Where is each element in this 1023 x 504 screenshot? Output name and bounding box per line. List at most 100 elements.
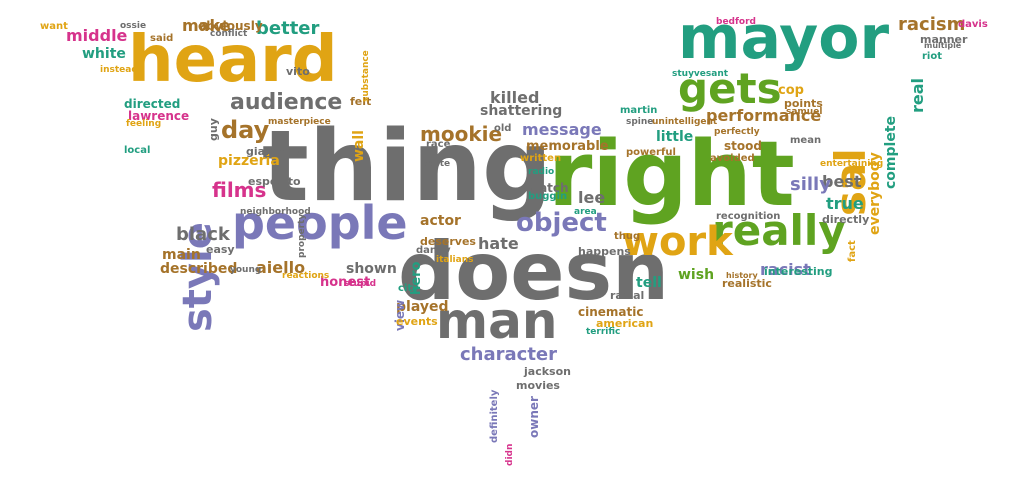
word-performance: performance bbox=[706, 106, 822, 125]
word-substance: substance bbox=[361, 50, 371, 102]
word-gets: gets bbox=[678, 64, 782, 113]
word-esposito: esposito bbox=[248, 175, 301, 188]
word-events: events bbox=[396, 315, 438, 328]
word-area: area bbox=[574, 207, 597, 217]
word-real: real bbox=[908, 77, 927, 113]
word-stood: stood bbox=[724, 139, 762, 153]
word-multiple: multiple bbox=[924, 41, 962, 50]
word-cop: cop bbox=[778, 83, 804, 98]
word-racewar: race bbox=[426, 139, 451, 150]
word-cinematic: cinematic bbox=[578, 305, 644, 319]
word-complete: complete bbox=[883, 115, 899, 189]
word-manner: manner bbox=[920, 33, 968, 46]
word-unintelligent: unintelligent bbox=[652, 117, 718, 127]
word-mayor: mayor bbox=[678, 3, 890, 73]
word-city: city bbox=[398, 283, 419, 294]
word-masterpiece: masterpiece bbox=[268, 117, 331, 127]
word-racial: racial bbox=[610, 289, 645, 302]
word-shattering: shattering bbox=[480, 103, 563, 119]
word-history: history bbox=[726, 271, 758, 280]
word-thug: thug bbox=[614, 231, 641, 242]
word-shown: shown bbox=[346, 261, 397, 277]
word-davis: davis bbox=[958, 19, 988, 30]
word-killed: killed bbox=[490, 88, 540, 107]
word-main: main bbox=[162, 247, 201, 263]
word-heard: heard bbox=[128, 23, 338, 97]
word-said: said bbox=[150, 33, 174, 44]
word-mookie: mookie bbox=[420, 122, 503, 146]
word-described: described bbox=[160, 261, 238, 277]
word-aiello: aiello bbox=[256, 258, 306, 277]
word-ossie: ossie bbox=[120, 21, 147, 31]
word-pizzeria: pizzeria bbox=[218, 153, 280, 169]
word-samuel: samuel bbox=[786, 107, 823, 117]
word-hate: hate bbox=[478, 234, 519, 253]
word-terrific: terrific bbox=[586, 327, 621, 337]
word-little: little bbox=[656, 129, 694, 145]
word-conflict: conflict bbox=[210, 29, 248, 39]
word-vito: vito bbox=[286, 65, 310, 78]
word-american: american bbox=[596, 317, 654, 330]
word-wish: wish bbox=[678, 267, 715, 283]
word-right: right bbox=[548, 122, 795, 227]
word-object: object bbox=[516, 208, 607, 238]
word-lawrence: lawrence bbox=[128, 109, 190, 123]
word-taste: taste bbox=[424, 159, 451, 169]
word-racism: racism bbox=[898, 14, 966, 35]
word-didn: didn bbox=[505, 443, 515, 466]
word-fact: fact bbox=[847, 240, 858, 262]
word-middle: middle bbox=[66, 26, 128, 45]
word-people: people bbox=[232, 196, 408, 250]
word-local: local bbox=[124, 145, 151, 156]
word-stuyvesant: stuyvesant bbox=[672, 69, 729, 79]
word-watch: watch bbox=[528, 181, 569, 195]
word-spine: spine bbox=[626, 117, 654, 127]
word-instead: instead bbox=[100, 65, 138, 75]
word-lee: lee bbox=[578, 188, 606, 207]
word-true: true bbox=[826, 194, 864, 213]
word-radio: radio bbox=[528, 167, 555, 177]
word-day: day bbox=[221, 116, 270, 144]
word-best: best bbox=[822, 172, 862, 191]
word-better: better bbox=[256, 18, 320, 39]
word-really: really bbox=[712, 206, 846, 255]
word-man: man bbox=[436, 292, 558, 350]
word-neighborhood: neighborhood bbox=[240, 207, 311, 217]
word-character: character bbox=[460, 344, 558, 365]
word-played: played bbox=[396, 299, 449, 315]
word-films: films bbox=[212, 178, 267, 202]
word-audience: audience bbox=[230, 90, 343, 115]
word-bedford: bedford bbox=[716, 17, 756, 27]
word-buggin: buggin bbox=[528, 191, 568, 202]
word-perfectly: perfectly bbox=[714, 127, 760, 137]
word-make: make bbox=[182, 16, 231, 35]
word-directed: directed bbox=[124, 97, 181, 111]
word-interesting: interesting bbox=[764, 265, 833, 278]
word-racist: racist bbox=[760, 260, 811, 279]
word-owner: owner bbox=[527, 396, 541, 438]
word-points: points bbox=[784, 97, 823, 110]
word-doesn: doesn bbox=[398, 225, 670, 318]
word-recognition: recognition bbox=[716, 211, 781, 222]
word-guy: guy bbox=[207, 118, 220, 141]
word-honest: honest bbox=[320, 275, 371, 290]
word-happens: happens bbox=[578, 245, 631, 258]
word-want: want bbox=[40, 21, 68, 32]
word-giancarlo: giancarlo bbox=[246, 145, 304, 158]
word-powerful: powerful bbox=[626, 147, 676, 158]
word-deserves: deserves bbox=[420, 235, 476, 248]
word-mean: mean bbox=[790, 135, 822, 146]
word-thing: thing bbox=[262, 110, 553, 224]
word-realistic: realistic bbox=[722, 277, 772, 290]
word-martin: martin bbox=[620, 105, 658, 116]
word-jackson: jackson bbox=[524, 365, 571, 378]
word-obviously: obviously bbox=[198, 19, 263, 33]
word-felt: felt bbox=[350, 95, 372, 108]
word-italians: italians bbox=[436, 255, 474, 265]
word-black: black bbox=[176, 224, 230, 245]
word-tell: tell bbox=[636, 275, 662, 291]
word-property: property bbox=[297, 213, 307, 258]
word-definitely: definitely bbox=[489, 389, 500, 443]
word-reactions: reactions bbox=[282, 271, 330, 281]
